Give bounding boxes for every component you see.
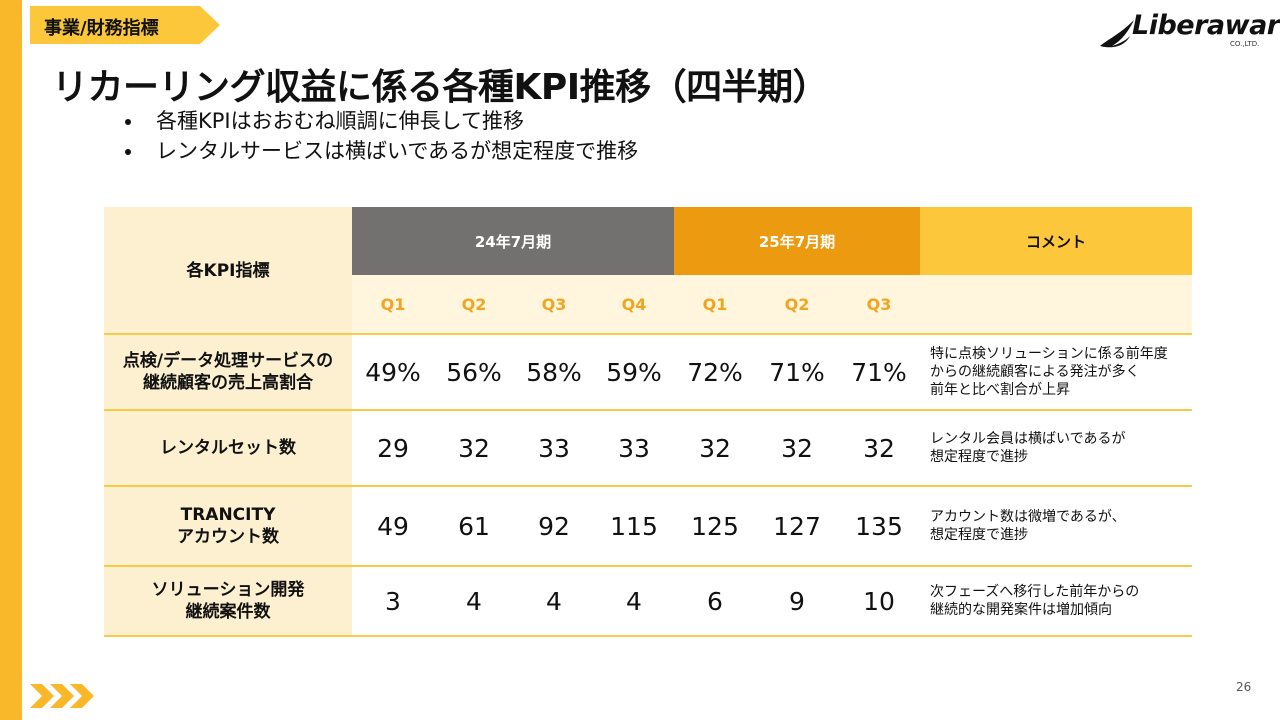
table-cell: 56% (446, 357, 502, 387)
quarter-label: Q3 (866, 295, 892, 314)
comment-cell: アカウント数は微増であるが、 想定程度で進捗 (930, 509, 1126, 543)
left-accent-bar (0, 0, 22, 720)
quarter-label: Q2 (784, 295, 810, 314)
table-cell: 4 (466, 586, 482, 616)
row-label-cell: 点検/データ処理サービスの 継続顧客の売上高割合 (104, 334, 352, 410)
table-cell: 49% (365, 357, 421, 387)
logo-subtext: CO.,LTD. (1230, 40, 1260, 48)
table-cell: 71% (769, 357, 825, 387)
comment-cell: 次フェーズへ移行した前年からの 継続的な開発案件は増加傾向 (930, 584, 1140, 618)
table-divider (104, 333, 1192, 335)
table-cell: 125 (691, 511, 739, 541)
table-cell: 72% (687, 357, 743, 387)
table-cell: 4 (546, 586, 562, 616)
row-label-cell: TRANCITY アカウント数 (104, 486, 352, 566)
table-cell: 71% (851, 357, 907, 387)
quarter-label: Q3 (541, 295, 567, 314)
bullet-item: レンタルサービスは横ばいであるが想定程度で推移 (122, 136, 638, 166)
logo-wing-icon (1100, 20, 1134, 48)
row-label-cell: レンタルセット数 (104, 410, 352, 486)
chevrons-icon (30, 684, 94, 708)
table-divider (104, 485, 1192, 487)
table-cell: 115 (610, 511, 658, 541)
quarter-label: Q1 (380, 295, 406, 314)
table-cell: 32 (863, 433, 895, 463)
comment-header: コメント (920, 207, 1192, 275)
table-cell: 58% (526, 357, 582, 387)
row-label: 点検/データ処理サービスの 継続顧客の売上高割合 (122, 351, 334, 393)
table-cell: 33 (618, 433, 650, 463)
kpi-header-cell: 各KPI指標 (104, 207, 352, 334)
page-title: リカーリング収益に係る各種KPI推移（四半期） (52, 67, 829, 108)
row-label: レンタルセット数 (160, 438, 296, 458)
page-number: 26 (1236, 680, 1252, 694)
table-cell: 49 (377, 511, 409, 541)
table-divider (104, 409, 1192, 411)
period-24-header: 24年7月期 (352, 207, 674, 275)
logo-wordmark: Liberaware (1132, 10, 1280, 41)
table-cell: 9 (789, 586, 805, 616)
quarter-label: Q1 (702, 295, 728, 314)
table-cell: 3 (385, 586, 401, 616)
quarter-band (352, 275, 1192, 334)
section-tag-label: 事業/財務指標 (44, 18, 159, 39)
table-cell: 59% (606, 357, 662, 387)
comment-cell: 特に点検ソリューションに係る前年度 からの継続顧客による発注が多く 前年と比べ割合が… (930, 346, 1168, 398)
row-label: ソリューション開発 継続案件数 (151, 580, 305, 622)
table-cell: 29 (377, 433, 409, 463)
kpi-header-label: 各KPI指標 (186, 260, 270, 281)
comment-cell: レンタル会員は横ばいであるが 想定程度で進捗 (930, 431, 1126, 465)
table-cell: 4 (626, 586, 642, 616)
row-label: TRANCITY アカウント数 (177, 505, 279, 547)
table-cell: 92 (538, 511, 570, 541)
section-tag: 事業/財務指標 (30, 6, 220, 44)
table-cell: 127 (773, 511, 821, 541)
bullet-item: 各種KPIはおおむね順調に伸長して推移 (122, 106, 638, 136)
table-cell: 33 (538, 433, 570, 463)
table-cell: 32 (458, 433, 490, 463)
table-cell: 32 (699, 433, 731, 463)
table-cell: 6 (707, 586, 723, 616)
summary-bullets: 各種KPIはおおむね順調に伸長して推移 レンタルサービスは横ばいであるが想定程度… (122, 106, 638, 166)
row-label-cell: ソリューション開発 継続案件数 (104, 566, 352, 636)
table-divider (104, 565, 1192, 567)
quarter-label: Q4 (621, 295, 647, 314)
table-cell: 32 (781, 433, 813, 463)
table-cell: 10 (863, 586, 895, 616)
company-logo: Liberaware CO.,LTD. (1098, 8, 1280, 54)
period-25-header: 25年7月期 (674, 207, 920, 275)
table-cell: 61 (458, 511, 490, 541)
table-cell: 135 (855, 511, 903, 541)
table-divider (104, 635, 1192, 637)
quarter-label: Q2 (461, 295, 487, 314)
